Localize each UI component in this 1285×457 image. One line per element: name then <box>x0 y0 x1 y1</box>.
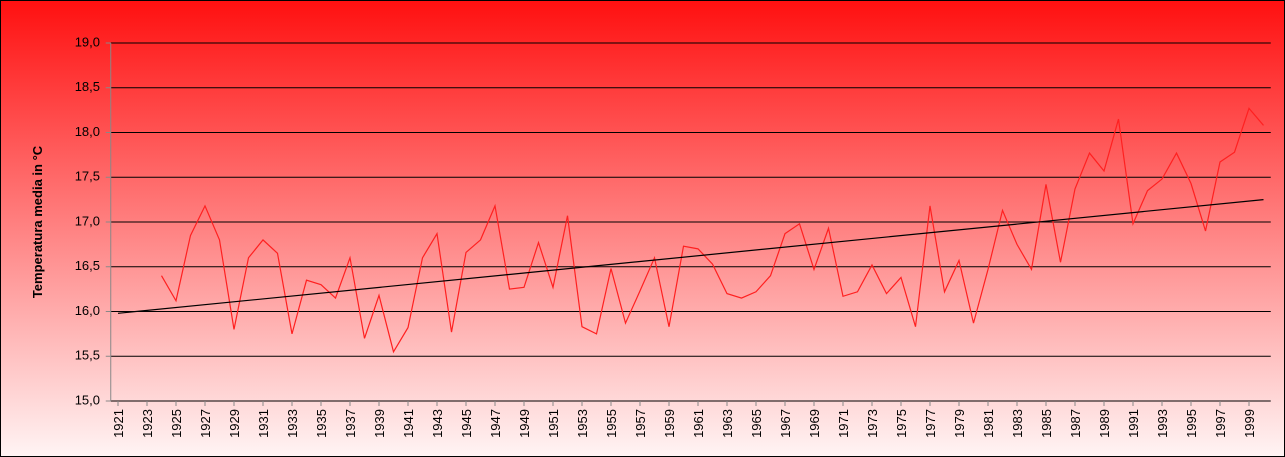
x-tick-label: 1965 <box>749 409 764 438</box>
x-tick-label: 1925 <box>169 409 184 438</box>
x-tick-label: 1999 <box>1242 409 1257 438</box>
y-tick-label: 15,0 <box>75 392 100 407</box>
x-tick-label: 1987 <box>1068 409 1083 438</box>
line-series <box>160 107 1264 354</box>
x-tick-label: 1955 <box>604 409 619 438</box>
x-tick-label: 1977 <box>923 409 938 438</box>
x-tick-label: 1933 <box>285 409 300 438</box>
x-tick-label: 1947 <box>488 409 503 438</box>
y-tick-label: 16,5 <box>75 258 100 273</box>
x-tick-label: 1929 <box>227 409 242 438</box>
x-tick-label: 1963 <box>720 409 735 438</box>
x-tick-label: 1959 <box>662 409 677 438</box>
y-tick-label: 17,0 <box>75 213 100 228</box>
x-tick-label: 1981 <box>981 409 996 438</box>
x-tick-label: 1971 <box>836 409 851 438</box>
x-tick-label: 1931 <box>256 409 271 438</box>
x-tick-label: 1951 <box>546 409 561 438</box>
x-tick-label: 1937 <box>343 409 358 438</box>
line-series <box>117 199 1264 314</box>
x-tick-label: 1953 <box>575 409 590 438</box>
x-tick-label: 1991 <box>1126 409 1141 438</box>
x-tick-label: 1985 <box>1039 409 1054 438</box>
x-tick-label: 1921 <box>111 409 126 438</box>
x-tick-label: 1967 <box>778 409 793 438</box>
y-tick-label: 15,5 <box>75 348 100 363</box>
x-tick-label: 1983 <box>1010 409 1025 438</box>
x-tick-label: 1923 <box>140 409 155 438</box>
x-tick-label: 1975 <box>894 409 909 438</box>
y-tick-label: 18,0 <box>75 124 100 139</box>
x-tick-label: 1995 <box>1184 409 1199 438</box>
x-tick-label: 1969 <box>807 409 822 438</box>
x-tick-label: 1957 <box>633 409 648 438</box>
y-tick-label: 17,5 <box>75 169 100 184</box>
x-tick-label: 1927 <box>198 409 213 438</box>
x-tick-label: 1941 <box>401 409 416 438</box>
x-tick-label: 1993 <box>1155 409 1170 438</box>
x-tick-label: 1945 <box>459 409 474 438</box>
x-tick-label: 1997 <box>1213 409 1228 438</box>
y-axis-label: Temperatura media in °C <box>30 145 45 298</box>
x-tick-label: 1961 <box>691 409 706 438</box>
x-tick-label: 1935 <box>314 409 329 438</box>
x-tick-label: 1943 <box>430 409 445 438</box>
x-tick-label: 1973 <box>865 409 880 438</box>
x-tick-label: 1949 <box>517 409 532 438</box>
x-tick-label: 1989 <box>1097 409 1112 438</box>
y-tick-label: 19,0 <box>75 34 100 49</box>
x-tick-label: 1979 <box>952 409 967 438</box>
x-tick-label: 1939 <box>372 409 387 438</box>
y-tick-label: 16,0 <box>75 303 100 318</box>
y-tick-label: 18,5 <box>75 79 100 94</box>
